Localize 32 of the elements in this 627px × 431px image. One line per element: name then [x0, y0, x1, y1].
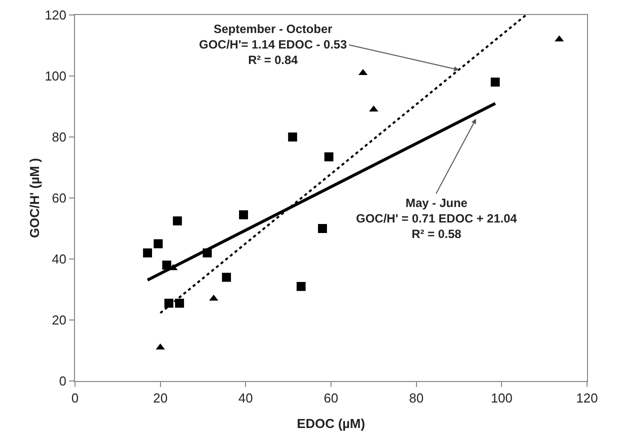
x-tick-label: 80: [409, 390, 424, 406]
y-tick-label: 80: [52, 130, 66, 145]
point: [288, 132, 298, 142]
point: [296, 282, 306, 291]
point: [172, 216, 182, 226]
point: [164, 298, 174, 308]
point: [154, 239, 163, 248]
y-tick-label: 120: [44, 8, 66, 23]
point: [318, 224, 327, 233]
x-tick-label: 100: [490, 390, 513, 406]
point: [175, 298, 184, 308]
point: [490, 78, 500, 87]
point: [143, 248, 152, 258]
y-tick-label: 100: [44, 68, 66, 84]
y-tick-label: 60: [52, 190, 66, 206]
y-axis-title: GOC/H' (µM ): [27, 158, 42, 238]
x-axis-title: EDOC (µM): [296, 416, 366, 431]
annotation: September - October GOC/H'= 1.14 EDOC - 0.53 R² = 0.84: [199, 22, 348, 68]
point: [239, 210, 248, 220]
x-tick-label: 60: [324, 390, 338, 406]
y-tick-label: 40: [52, 252, 66, 267]
x-tick-label: 120: [576, 390, 598, 406]
point: [324, 152, 334, 162]
y-tick-label: 0: [59, 374, 66, 389]
y-tick-label: 20: [52, 312, 66, 328]
x-tick-label: 0: [71, 390, 79, 406]
x-tick-label: 20: [153, 390, 168, 406]
point: [222, 272, 231, 282]
point: [162, 260, 172, 270]
annotation: May - June GOC/H' = 0.71 EDOC + 21.04 R² = 0.58: [356, 196, 518, 242]
point: [202, 248, 212, 258]
x-tick-label: 40: [238, 390, 253, 406]
